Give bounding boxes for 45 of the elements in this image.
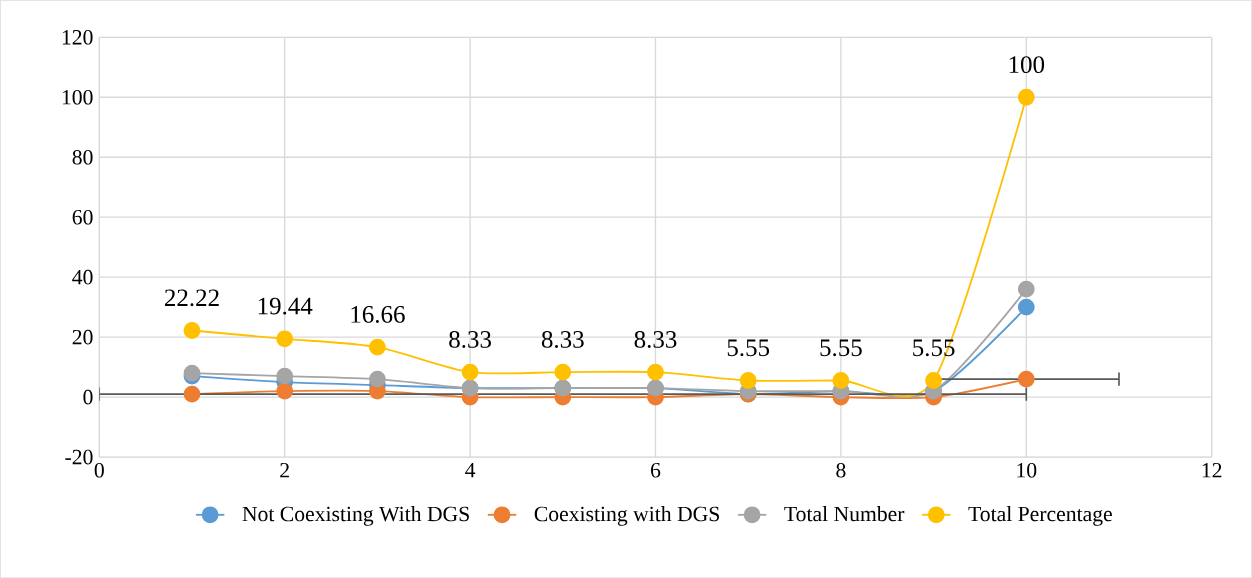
y-tick-label: 0 <box>83 389 93 405</box>
point <box>1017 280 1035 298</box>
point <box>647 363 664 381</box>
x-tick-label: 6 <box>651 462 661 478</box>
point <box>276 382 294 400</box>
data-label: 8.33 <box>449 330 491 348</box>
legend-label: Coexisting with DGS <box>534 505 719 526</box>
point <box>276 367 294 385</box>
y-tick-label: 100 <box>62 89 93 105</box>
y-tick-label: 40 <box>72 269 93 285</box>
point <box>925 371 943 389</box>
point <box>276 330 294 348</box>
y-tick-label: 80 <box>72 149 93 165</box>
point <box>368 370 386 388</box>
point <box>1017 88 1035 106</box>
x-tick-label: 12 <box>1202 462 1222 478</box>
y-tick-label: 60 <box>72 209 93 225</box>
point <box>368 338 386 356</box>
x-tick-label: 10 <box>1017 462 1037 478</box>
y-tick-label: 20 <box>72 329 93 345</box>
point <box>1017 370 1035 388</box>
legend-label: Not Coexisting With DGS <box>242 505 469 526</box>
point <box>1017 298 1035 316</box>
point <box>183 385 201 403</box>
x-tick-label: 0 <box>94 462 104 478</box>
point <box>461 363 479 381</box>
point <box>739 371 757 389</box>
point <box>554 363 572 381</box>
x-tick-label: 2 <box>280 462 289 478</box>
y-tick-label: -20 <box>65 449 93 465</box>
point <box>183 321 201 339</box>
x-tick-label: 4 <box>465 462 476 478</box>
data-label: 5.55 <box>727 339 770 357</box>
data-label: 100 <box>1009 56 1045 73</box>
data-label: 8.33 <box>541 330 584 348</box>
y-tick-label: 120 <box>62 29 93 45</box>
data-label: 8.33 <box>634 330 677 348</box>
legend-label: Total Percentage <box>968 505 1112 526</box>
data-label: 19.44 <box>258 297 313 315</box>
legend-label: Total Number <box>784 505 905 522</box>
data-label: 5.55 <box>820 339 862 357</box>
point <box>832 371 850 389</box>
data-label: 16.66 <box>351 305 405 323</box>
x-tick-label: 8 <box>836 462 846 478</box>
data-label: 22.22 <box>164 289 219 307</box>
